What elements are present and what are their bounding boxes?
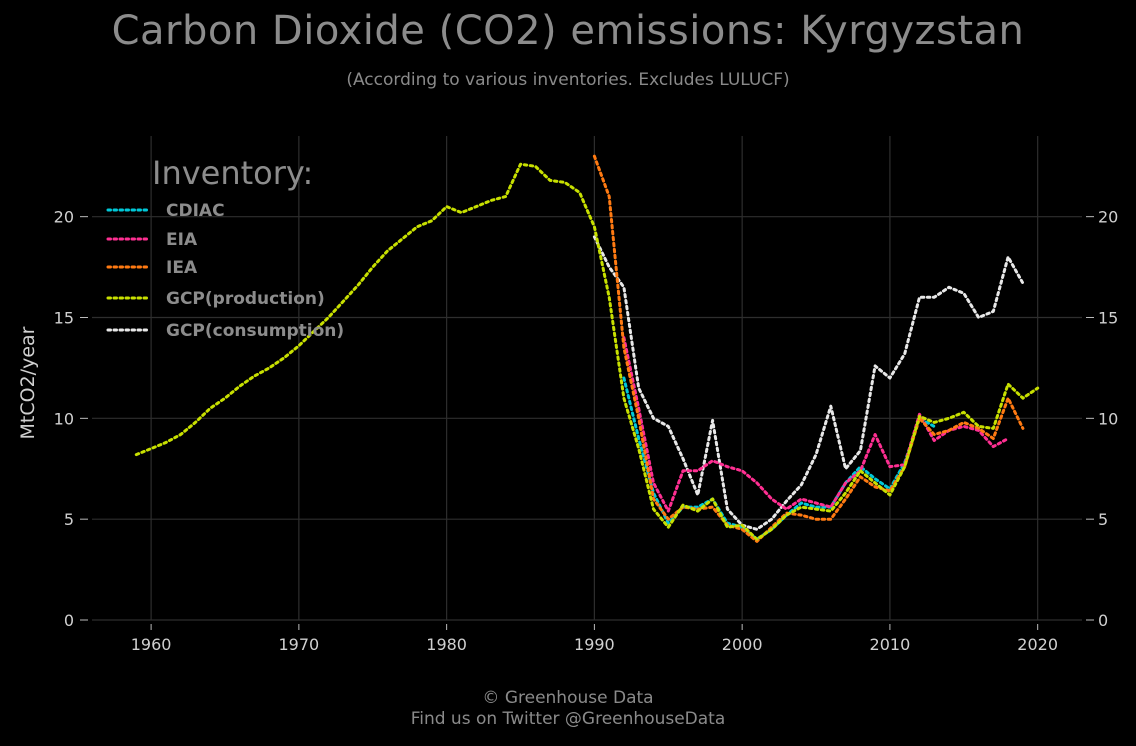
y-tick-label-right: 20	[1098, 208, 1118, 227]
x-tick-label: 2010	[870, 635, 911, 654]
chart-title: Carbon Dioxide (CO2) emissions: Kyrgyzst…	[111, 8, 1025, 54]
y-tick-label-left: 5	[64, 510, 74, 529]
x-tick-label: 2000	[722, 635, 763, 654]
y-tick-label-left: 15	[54, 309, 74, 328]
legend: Inventory: CDIAC EIA IEA GCP(production) GCP(…	[106, 154, 344, 341]
footer-copyright: © Greenhouse Data	[482, 688, 654, 708]
legend-label-gcp-consumption: GCP(consumption)	[166, 321, 344, 341]
legend-title: Inventory:	[152, 154, 313, 192]
x-tick-label: 1970	[279, 635, 320, 654]
legend-label-iea: IEA	[166, 258, 198, 278]
series-line-eia	[622, 336, 1010, 513]
chart-subtitle: (According to various inventories. Exclu…	[346, 70, 790, 90]
y-tick-label-right: 5	[1098, 510, 1108, 529]
legend-label-gcp-production: GCP(production)	[166, 289, 325, 309]
footer-twitter: Find us on Twitter @GreenhouseData	[410, 709, 726, 729]
y-tick-label-right: 10	[1098, 409, 1118, 428]
legend-label-eia: EIA	[166, 230, 198, 250]
x-tick-label: 2020	[1017, 635, 1058, 654]
series-lines	[134, 154, 1040, 543]
y-tick-label-left: 0	[64, 611, 74, 630]
series-line-iea	[592, 154, 1025, 543]
y-axis-label: MtCO2/year	[17, 326, 39, 439]
y-tick-label-right: 15	[1098, 309, 1118, 328]
series-line-gcp-consumption	[592, 235, 1025, 531]
x-tick-label: 1980	[426, 635, 467, 654]
y-tick-label-left: 20	[54, 208, 74, 227]
grid-lines	[92, 136, 1082, 621]
legend-label-cdiac: CDIAC	[166, 201, 225, 221]
y-tick-label-right: 0	[1098, 611, 1108, 630]
x-tick-label: 1960	[131, 635, 172, 654]
y-tick-label-left: 10	[54, 409, 74, 428]
series-line-gcp-production	[134, 162, 1040, 541]
series-line-cdiac	[622, 376, 936, 541]
x-tick-label: 1990	[574, 635, 615, 654]
